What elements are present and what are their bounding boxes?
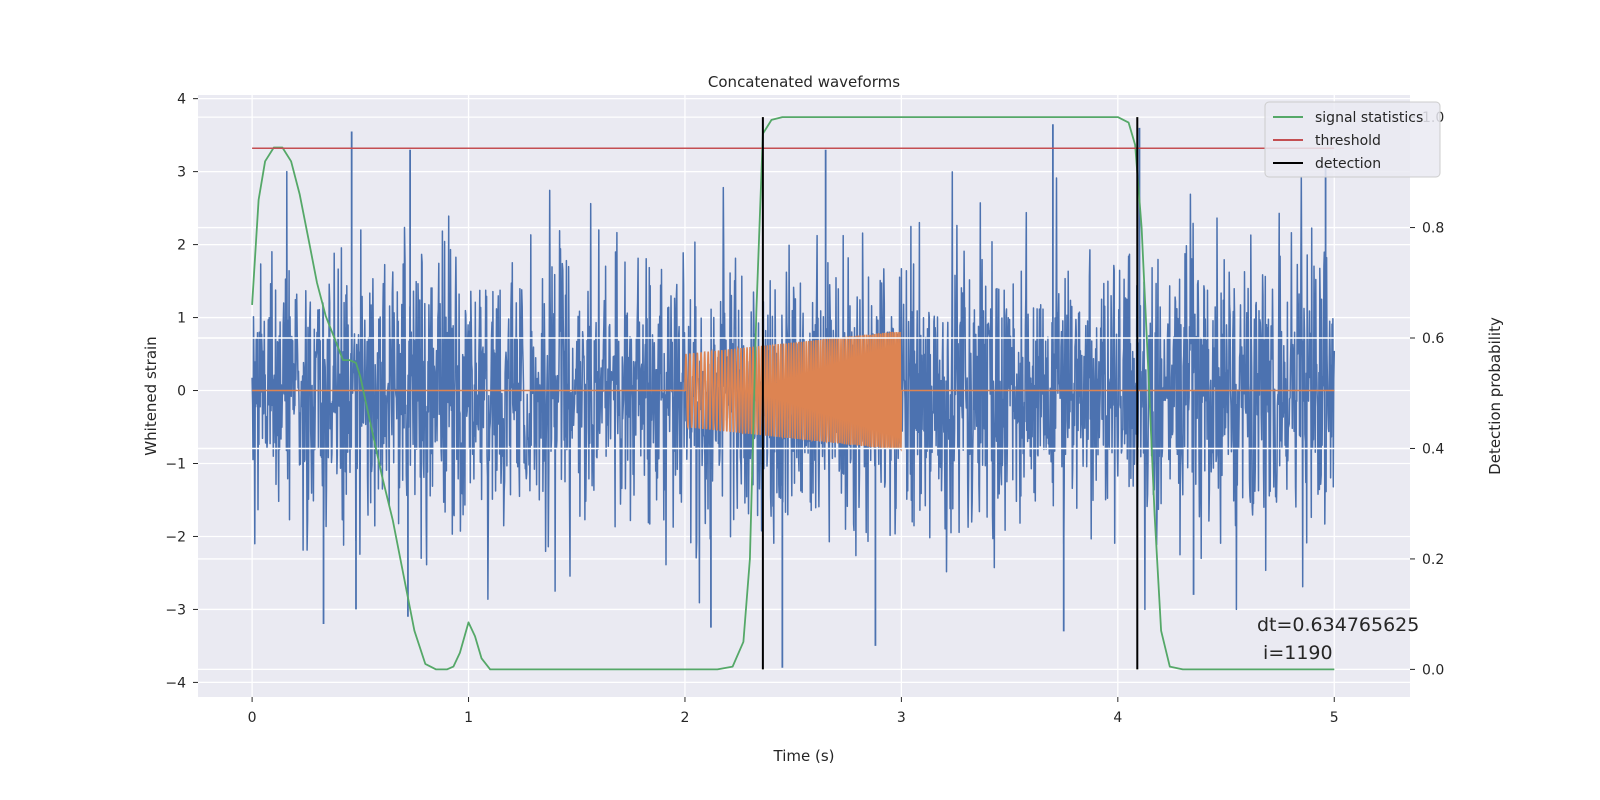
annotation-dt: dt=0.634765625 — [1257, 614, 1419, 636]
y-tick-label: 4 — [177, 92, 186, 108]
y-right-tick-label: 0.6 — [1422, 331, 1444, 347]
x-axis-label: Time (s) — [773, 747, 835, 765]
y-tick-label: 2 — [177, 238, 186, 254]
annotation-i: i=1190 — [1257, 642, 1333, 664]
legend-entry-label: detection — [1315, 156, 1381, 172]
signal-statistics-line — [251, 116, 1335, 671]
y-tick-label: −2 — [165, 529, 186, 545]
y-right-tick-label: 0.8 — [1422, 221, 1444, 237]
y-axis-label-right: Detection probability — [1486, 317, 1504, 475]
chirp-series-line — [252, 331, 1335, 452]
y-tick-label: 0 — [177, 384, 186, 400]
y-tick-label: −3 — [165, 602, 186, 618]
y-axis-label-left: Whitened strain — [142, 336, 160, 455]
chart-title: Concatenated waveforms — [708, 73, 900, 91]
y-tick-label: −1 — [165, 456, 186, 472]
x-tick-label: 3 — [897, 710, 906, 726]
legend: signal statistics threshold detection — [1264, 101, 1441, 178]
y-right-tick-label: 0.2 — [1422, 552, 1444, 568]
x-tick-label: 2 — [681, 710, 690, 726]
x-tick-label: 0 — [248, 710, 257, 726]
legend-box — [1264, 101, 1441, 178]
x-tick-label: 5 — [1330, 710, 1339, 726]
x-tick-label: 1 — [464, 710, 473, 726]
legend-entry-label: threshold — [1315, 133, 1381, 149]
y-right-tick-label: 0.0 — [1422, 662, 1444, 678]
x-tick-label: 4 — [1113, 710, 1122, 726]
legend-entry-label: signal statistics — [1315, 110, 1423, 126]
y-right-tick-label: 0.4 — [1422, 441, 1444, 457]
y-tick-label: 3 — [177, 165, 186, 181]
y-tick-label: 1 — [177, 311, 186, 327]
plot-content — [198, 116, 1410, 671]
y-tick-label: −4 — [165, 675, 186, 691]
